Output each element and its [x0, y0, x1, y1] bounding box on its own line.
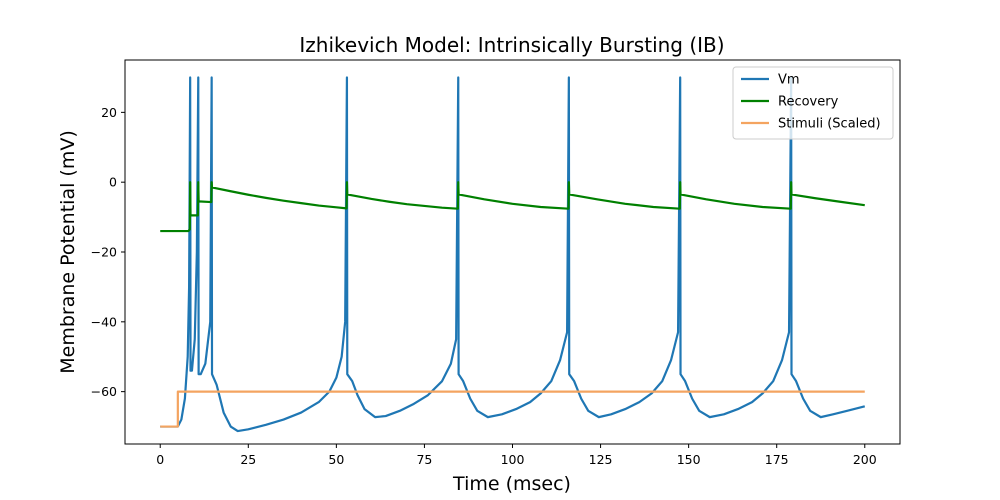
- legend-label-stimuli-scaled: Stimuli (Scaled): [778, 117, 881, 132]
- x-tick-label: 75: [416, 452, 432, 467]
- x-tick-label: 100: [501, 452, 525, 467]
- x-tick-label: 125: [589, 452, 613, 467]
- x-tick-label: 50: [328, 452, 344, 467]
- x-axis: 0 25 50 75 100 125 150 175 200: [156, 444, 877, 467]
- y-tick-label: −60: [91, 384, 117, 399]
- y-tick-label: 0: [109, 175, 117, 190]
- legend: Vm Recovery Stimuli (Scaled): [732, 66, 894, 140]
- legend-box: [732, 66, 894, 140]
- y-tick-label: 20: [101, 105, 117, 120]
- x-tick-label: 175: [765, 452, 789, 467]
- y-tick-label: −40: [91, 314, 117, 329]
- y-axis: −60 −40 −20 0 20: [91, 105, 125, 399]
- series-line-recovery: [160, 181, 865, 233]
- y-tick-label: −20: [91, 245, 117, 260]
- series-line-vm: [160, 76, 866, 433]
- series-line-stimuli-scaled: [160, 390, 865, 428]
- plot-lines: [160, 76, 866, 433]
- chart-title: Izhikevich Model: Intrinsically Bursting…: [299, 33, 724, 57]
- x-tick-label: 150: [677, 452, 701, 467]
- legend-label-recovery: Recovery: [778, 95, 839, 110]
- legend-label-vm: Vm: [778, 73, 800, 88]
- x-axis-title: Time (msec): [452, 473, 571, 495]
- x-tick-label: 200: [853, 452, 877, 467]
- y-axis-title: Membrane Potential (mV): [57, 130, 79, 373]
- x-tick-label: 0: [156, 452, 164, 467]
- x-tick-label: 25: [240, 452, 256, 467]
